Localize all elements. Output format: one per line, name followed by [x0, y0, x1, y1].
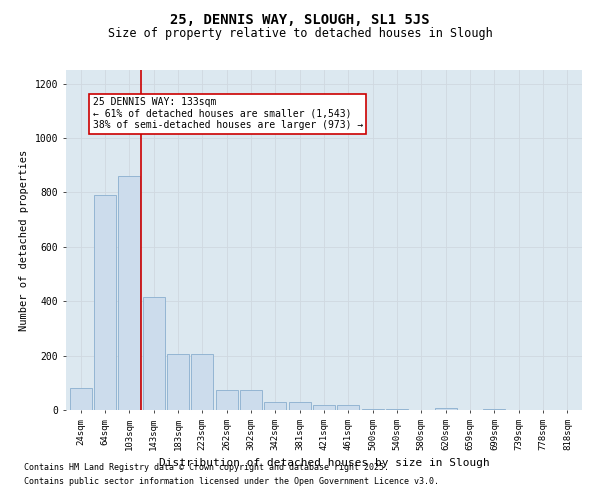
- Bar: [215, 390, 238, 410]
- Text: Contains HM Land Registry data © Crown copyright and database right 2025.: Contains HM Land Registry data © Crown c…: [24, 464, 389, 472]
- Bar: [265, 402, 286, 410]
- Bar: [484, 408, 505, 410]
- Bar: [70, 388, 92, 410]
- Text: Contains public sector information licensed under the Open Government Licence v3: Contains public sector information licen…: [24, 477, 439, 486]
- Y-axis label: Number of detached properties: Number of detached properties: [19, 150, 29, 330]
- Text: 25, DENNIS WAY, SLOUGH, SL1 5JS: 25, DENNIS WAY, SLOUGH, SL1 5JS: [170, 12, 430, 26]
- Bar: [289, 402, 311, 410]
- Bar: [167, 354, 189, 410]
- Text: 25 DENNIS WAY: 133sqm
← 61% of detached houses are smaller (1,543)
38% of semi-d: 25 DENNIS WAY: 133sqm ← 61% of detached …: [93, 97, 363, 130]
- Bar: [94, 195, 116, 410]
- Bar: [435, 408, 457, 410]
- X-axis label: Distribution of detached houses by size in Slough: Distribution of detached houses by size …: [158, 458, 490, 468]
- Bar: [337, 404, 359, 410]
- Bar: [386, 408, 408, 410]
- Bar: [191, 354, 213, 410]
- Bar: [143, 297, 164, 410]
- Bar: [118, 176, 140, 410]
- Text: Size of property relative to detached houses in Slough: Size of property relative to detached ho…: [107, 28, 493, 40]
- Bar: [362, 408, 383, 410]
- Bar: [240, 390, 262, 410]
- Bar: [313, 404, 335, 410]
